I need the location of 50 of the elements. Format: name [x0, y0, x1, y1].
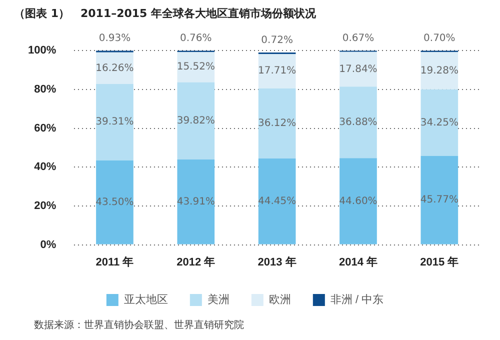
x-tick-label: 2011 年	[96, 255, 134, 268]
bar	[420, 52, 458, 90]
bar	[258, 158, 296, 244]
data-label: 16.26%	[96, 62, 134, 74]
x-tick-label: 2014 年	[338, 255, 378, 268]
bar	[340, 52, 377, 87]
data-label: 44.45%	[258, 196, 296, 207]
data-label: 43.50%	[96, 196, 134, 208]
legend-label: 欧洲	[268, 293, 291, 306]
bar	[340, 86, 377, 158]
source-note: 数据来源：世界直销协会联盟、世界直销研究院	[34, 318, 244, 332]
data-label: 17.71%	[258, 66, 296, 77]
data-label: 45.77%	[420, 194, 458, 206]
data-label: 0.67%	[342, 33, 374, 44]
data-label: 36.12%	[258, 118, 296, 129]
bar	[258, 54, 296, 88]
x-tick-label: 2012 年	[176, 255, 216, 268]
x-tick-label: 2013 年	[258, 255, 296, 268]
bar	[258, 88, 296, 158]
data-label: 15.52%	[176, 62, 215, 73]
data-label: 39.82%	[176, 115, 215, 126]
legend-label: 非洲 / 中东	[330, 293, 384, 306]
data-label: 39.31%	[96, 116, 134, 128]
data-label: 44.60%	[339, 196, 378, 207]
y-tick-label: 80%	[34, 83, 56, 96]
y-tick-label: 100%	[28, 44, 56, 57]
data-label: 17.84%	[339, 64, 378, 75]
data-label: 19.28%	[420, 65, 458, 76]
bar	[96, 84, 134, 160]
bar	[420, 156, 458, 244]
y-tick-label: 20%	[34, 200, 56, 212]
legend-label: 亚太地区	[124, 293, 168, 306]
data-label: 43.91%	[176, 196, 215, 208]
data-label: 0.93%	[98, 33, 131, 44]
bar	[340, 158, 377, 244]
data-label: 0.72%	[261, 35, 293, 46]
bar	[177, 160, 215, 244]
y-tick-label: 0%	[40, 238, 56, 251]
data-label: 0.76%	[180, 33, 212, 44]
y-tick-label: 40%	[34, 161, 56, 174]
data-label: 36.88%	[339, 116, 378, 128]
bar	[420, 89, 458, 156]
chart-title: （图表 1） 2011–2015 年全球各大地区直销市场份额状况	[14, 6, 316, 21]
x-tick-label: 2015 年	[420, 255, 459, 268]
data-label: 0.70%	[424, 33, 456, 44]
legend-label: 美洲	[207, 293, 230, 306]
bar	[177, 82, 215, 160]
y-tick-label: 60%	[34, 122, 56, 134]
bar	[96, 160, 134, 244]
data-label: 34.25%	[420, 117, 458, 128]
